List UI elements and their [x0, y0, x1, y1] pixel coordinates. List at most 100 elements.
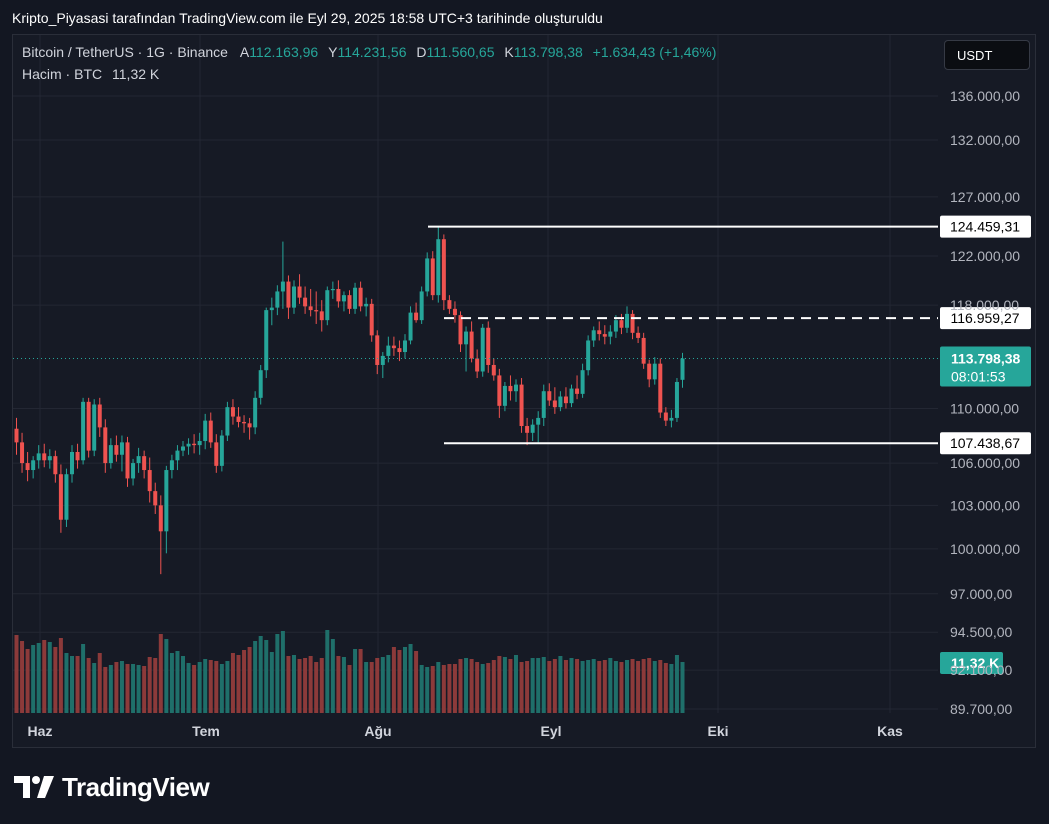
tradingview-logo-icon: [14, 776, 54, 798]
time-tick-label: Eki: [707, 723, 728, 739]
candle-body: [208, 420, 213, 443]
volume-bar: [197, 662, 202, 713]
candle-body: [536, 417, 541, 425]
currency-button[interactable]: USDT: [944, 40, 1030, 70]
candle-body: [225, 407, 230, 436]
volume-bar: [230, 653, 235, 713]
change-value: +1.634,43 (+1,46%): [592, 44, 717, 60]
volume-bar: [591, 659, 596, 713]
time-tick-label: Eyl: [540, 723, 561, 739]
volume-bar: [158, 634, 163, 713]
volume-bar: [403, 647, 407, 713]
volume-bar: [502, 657, 507, 713]
volume-bar: [108, 665, 113, 713]
price-tick-label: 94.500,00: [950, 624, 1012, 640]
candle-body: [580, 370, 585, 394]
candle-body: [491, 364, 496, 376]
candle-body: [58, 474, 63, 520]
candle-body: [81, 401, 86, 461]
volume-bar: [175, 651, 180, 713]
volume-bar: [192, 665, 197, 713]
level-price-tag: [940, 307, 1031, 330]
candle-body: [119, 442, 124, 455]
candle-body: [169, 460, 174, 471]
candle-body: [353, 287, 358, 309]
candle-body: [613, 320, 618, 332]
time-tick-label: Tem: [192, 723, 220, 739]
volume-bar: [547, 661, 552, 713]
candle-body: [658, 363, 663, 413]
volume-bar: [469, 659, 474, 713]
volume-bar: [258, 636, 263, 713]
volume-bar: [514, 655, 518, 713]
candle-body: [36, 453, 41, 461]
candle-body: [341, 295, 346, 302]
volume-bar: [186, 663, 191, 713]
volume-bar: [297, 659, 302, 713]
volume-bar: [519, 662, 524, 713]
candles: [14, 226, 685, 575]
level-price-label: 107.438,67: [950, 435, 1020, 451]
candle-body: [647, 363, 652, 380]
candle-body: [292, 286, 296, 308]
candle-body: [75, 451, 80, 461]
candle-body: [319, 311, 324, 321]
candle-body: [591, 330, 596, 341]
candle-body: [42, 453, 47, 461]
volume-bar: [586, 660, 591, 713]
candle-body: [641, 337, 646, 364]
candle-body: [25, 463, 30, 471]
price-tick-label: 89.700,00: [950, 701, 1012, 717]
volume-bar: [347, 665, 352, 713]
axes: 136.000,00 132.000,00 127.000,00 122.000,00…: [28, 88, 1021, 739]
candle-body: [264, 310, 269, 371]
volume-bar: [308, 656, 313, 713]
candle-body: [469, 331, 474, 359]
export-caption: Kripto_Piyasasi tarafından TradingView.c…: [12, 10, 603, 26]
volume-bar: [330, 639, 335, 713]
candle-body: [364, 303, 369, 307]
candle-body: [269, 307, 274, 311]
countdown-label: 08:01:53: [951, 369, 1006, 385]
candle-body: [147, 470, 152, 492]
close-label: K: [504, 44, 514, 60]
candle-body: [569, 388, 574, 404]
volume-bar: [47, 642, 52, 713]
volume-bar: [64, 653, 69, 713]
candle-body: [314, 310, 319, 312]
candle-body: [514, 384, 518, 392]
volume-bar: [508, 659, 513, 713]
volume-bar: [353, 649, 358, 713]
volume-bar: [530, 658, 535, 713]
candle-body: [125, 442, 130, 479]
candle-body: [441, 239, 446, 301]
brand-footer: TradingView: [14, 772, 210, 802]
volume-bar: [275, 634, 280, 713]
candle-body: [674, 381, 679, 418]
price-tick-label: 110.000,00: [950, 401, 1019, 417]
volume-label: Hacim · BTC: [22, 66, 103, 82]
volume-bar: [136, 665, 141, 713]
price-tick-label: 100.000,00: [950, 541, 1020, 557]
volume-bar: [447, 664, 452, 713]
volume-bar: [53, 647, 58, 713]
candle-body: [508, 385, 513, 392]
price-tick-label: 103.000,00: [950, 497, 1020, 513]
volume-bar: [75, 656, 80, 713]
candle-body: [486, 327, 491, 365]
volume-bar: [36, 643, 41, 713]
volume-bar: [436, 662, 441, 713]
candle-body: [347, 295, 352, 309]
volume-bar: [303, 658, 308, 713]
candle-body: [197, 441, 202, 446]
volume-bar: [575, 659, 580, 713]
candle-body: [336, 288, 341, 302]
candle-body: [31, 460, 36, 471]
candle-body: [14, 428, 19, 443]
candle-body: [242, 421, 247, 424]
volume-bar: [619, 662, 624, 713]
candle-body: [103, 427, 108, 464]
volume-bar: [153, 658, 158, 713]
volume-bar: [114, 662, 119, 713]
